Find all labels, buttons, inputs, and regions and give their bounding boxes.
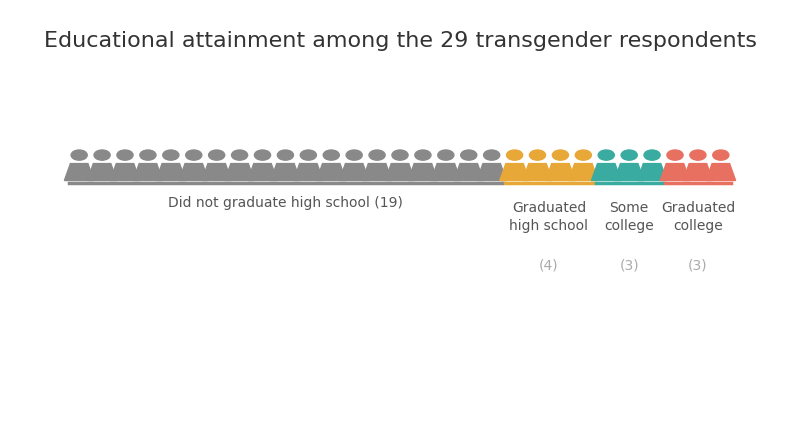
Polygon shape	[660, 164, 690, 181]
Circle shape	[254, 150, 270, 160]
Polygon shape	[87, 164, 117, 181]
Circle shape	[140, 150, 156, 160]
Circle shape	[552, 150, 569, 160]
Circle shape	[461, 150, 477, 160]
Text: Graduated
college: Graduated college	[661, 201, 735, 233]
Text: (4): (4)	[539, 259, 558, 273]
Text: Educational attainment among the 29 transgender respondents: Educational attainment among the 29 tran…	[43, 31, 757, 51]
Polygon shape	[683, 164, 713, 181]
Circle shape	[117, 150, 133, 160]
Text: (3): (3)	[619, 259, 639, 273]
Circle shape	[94, 150, 110, 160]
Polygon shape	[225, 164, 254, 181]
Polygon shape	[408, 164, 438, 181]
Circle shape	[369, 150, 385, 160]
Circle shape	[713, 150, 729, 160]
Polygon shape	[339, 164, 369, 181]
Circle shape	[346, 150, 362, 160]
Text: Graduated
high school: Graduated high school	[510, 201, 589, 233]
Circle shape	[598, 150, 614, 160]
Circle shape	[575, 150, 591, 160]
Polygon shape	[706, 164, 736, 181]
Text: Did not graduate high school (19): Did not graduate high school (19)	[168, 196, 403, 210]
Polygon shape	[546, 164, 575, 181]
Polygon shape	[133, 164, 162, 181]
Circle shape	[209, 150, 225, 160]
Polygon shape	[614, 164, 644, 181]
Polygon shape	[317, 164, 346, 181]
Circle shape	[162, 150, 179, 160]
Circle shape	[392, 150, 408, 160]
Polygon shape	[270, 164, 300, 181]
Circle shape	[644, 150, 660, 160]
Polygon shape	[522, 164, 552, 181]
Circle shape	[667, 150, 683, 160]
Polygon shape	[179, 164, 209, 181]
Polygon shape	[591, 164, 621, 181]
Circle shape	[484, 150, 500, 160]
Polygon shape	[386, 164, 414, 181]
Circle shape	[438, 150, 454, 160]
Polygon shape	[156, 164, 186, 181]
Polygon shape	[638, 164, 667, 181]
Polygon shape	[454, 164, 483, 181]
Circle shape	[415, 150, 431, 160]
Polygon shape	[500, 164, 530, 181]
Circle shape	[278, 150, 294, 160]
Polygon shape	[294, 164, 323, 181]
Polygon shape	[477, 164, 506, 181]
Circle shape	[690, 150, 706, 160]
Polygon shape	[64, 164, 94, 181]
Circle shape	[323, 150, 339, 160]
Polygon shape	[202, 164, 231, 181]
Circle shape	[231, 150, 248, 160]
Polygon shape	[110, 164, 140, 181]
Circle shape	[300, 150, 316, 160]
Polygon shape	[248, 164, 278, 181]
Circle shape	[530, 150, 546, 160]
Text: Some
college: Some college	[604, 201, 654, 233]
Circle shape	[506, 150, 522, 160]
Circle shape	[71, 150, 87, 160]
Polygon shape	[431, 164, 461, 181]
Circle shape	[186, 150, 202, 160]
Circle shape	[621, 150, 638, 160]
Text: (3): (3)	[688, 259, 708, 273]
Polygon shape	[362, 164, 392, 181]
Polygon shape	[569, 164, 598, 181]
